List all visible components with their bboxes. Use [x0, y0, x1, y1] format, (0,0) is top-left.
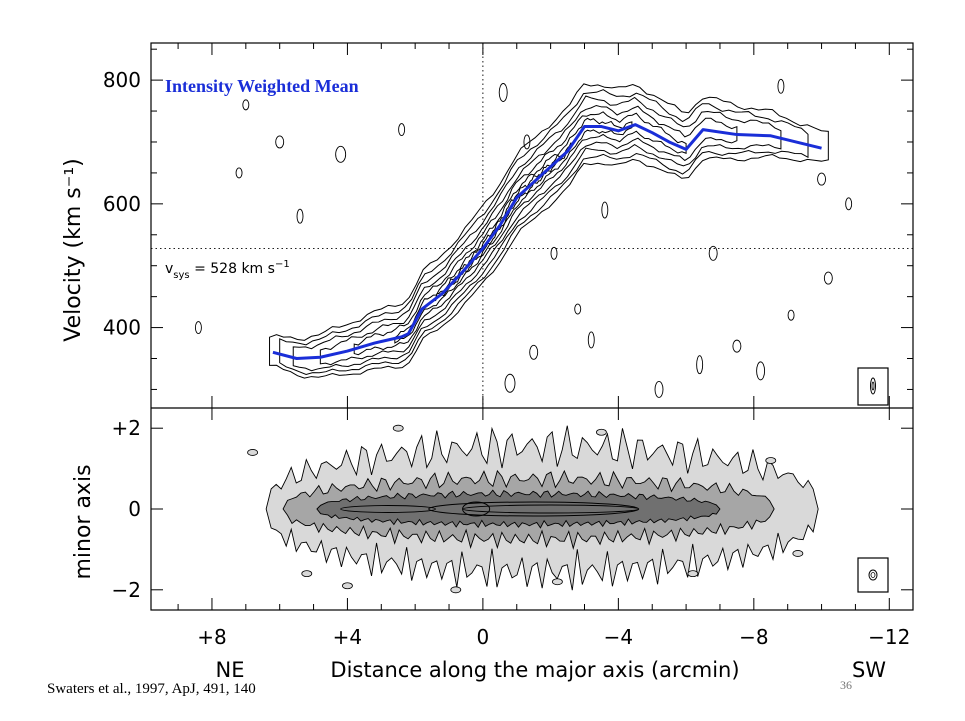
noise-island: [552, 578, 563, 586]
noise-island: [247, 449, 259, 456]
noise-contour: [823, 271, 833, 285]
slide-number: 36: [840, 678, 852, 692]
y-tick-label-bottom: +2: [112, 416, 141, 440]
noise-contour: [574, 303, 582, 315]
vsys-annotation: vsys = 528 km s−1: [165, 259, 290, 281]
y-axis-label-bottom: minor axis: [71, 464, 96, 579]
velocity-contour: [279, 89, 809, 375]
x-tick-label: +8: [197, 625, 226, 649]
noise-contour: [504, 373, 516, 393]
y-tick-label-top: 800: [103, 68, 141, 92]
intensity-band: [316, 489, 721, 529]
noise-island: [687, 570, 699, 578]
citation: Swaters et al., 1997, ApJ, 491, 140: [47, 681, 256, 697]
y-tick-label-top: 400: [103, 316, 141, 340]
velocity-contour: [353, 111, 687, 356]
core-contour-inner: [340, 505, 436, 513]
noise-contour: [296, 208, 304, 224]
noise-contour: [194, 321, 202, 335]
velocity-contour: [292, 95, 782, 372]
noise-contour: [708, 245, 718, 261]
noise-contour: [498, 83, 508, 102]
x-tick-label: 0: [477, 625, 490, 649]
noise-contour: [275, 135, 285, 149]
velocity-contours: [194, 78, 853, 398]
noise-contour: [654, 380, 664, 398]
x-tick-label: −12: [868, 625, 910, 649]
noise-contour: [777, 78, 785, 94]
x-axis-label: Distance along the major axis (arcmin): [330, 658, 739, 682]
beam-box-bottom: [857, 557, 889, 593]
beam-ellipse-top-inner: [871, 381, 875, 391]
noise-contour: [550, 246, 558, 260]
plot-frame: [150, 42, 914, 611]
velocity-contour: [269, 83, 829, 379]
noise-island: [765, 457, 777, 464]
chart-title: Intensity Weighted Mean: [165, 76, 359, 96]
y-tick-label-bottom: 0: [128, 497, 141, 521]
noise-contour: [242, 99, 250, 111]
x-end-label-ne: NE: [216, 658, 245, 682]
noise-contour: [335, 145, 347, 163]
noise-contour: [587, 331, 595, 349]
x-end-label-sw: SW: [852, 658, 886, 682]
x-tick-label: −4: [604, 625, 633, 649]
tick-labels: +8 +4 0 −4 −8 −12 400 600 800 +2 0 −2: [103, 68, 911, 649]
noise-contour: [398, 123, 406, 137]
noise-island: [301, 570, 313, 578]
intensity-weighted-mean-line: [272, 123, 822, 361]
minor-axis-intensity-map: [247, 424, 819, 594]
noise-island: [596, 428, 607, 436]
y-axis-label-top: Velocity (km s⁻¹): [61, 158, 86, 342]
axis-ticks: [151, 43, 913, 610]
noise-contour: [696, 355, 704, 375]
beam-ellipse-bottom: [868, 569, 878, 581]
noise-contour: [523, 134, 531, 150]
noise-contour: [756, 361, 766, 381]
noise-contour: [732, 339, 742, 353]
noise-island: [450, 586, 462, 594]
beam-ellipse-bottom-inner: [870, 572, 876, 578]
y-tick-label-bottom: −2: [112, 578, 141, 602]
velocity-contour: [319, 104, 738, 366]
y-tick-label-top: 600: [103, 192, 141, 216]
x-tick-label: +4: [333, 625, 362, 649]
noise-contour: [529, 344, 539, 360]
beam-ellipse-top: [870, 377, 876, 395]
x-tick-label: −8: [739, 625, 768, 649]
noise-contour: [601, 201, 609, 219]
noise-contour: [235, 167, 243, 179]
noise-island: [342, 582, 353, 590]
noise-contour: [787, 309, 795, 321]
noise-island: [792, 550, 804, 557]
noise-contour: [845, 197, 853, 211]
noise-island: [392, 424, 404, 432]
beam-box-top: [857, 367, 889, 406]
core-contour-inner: [462, 504, 640, 514]
velocity-contour: [394, 117, 633, 344]
noise-contour: [817, 172, 827, 186]
